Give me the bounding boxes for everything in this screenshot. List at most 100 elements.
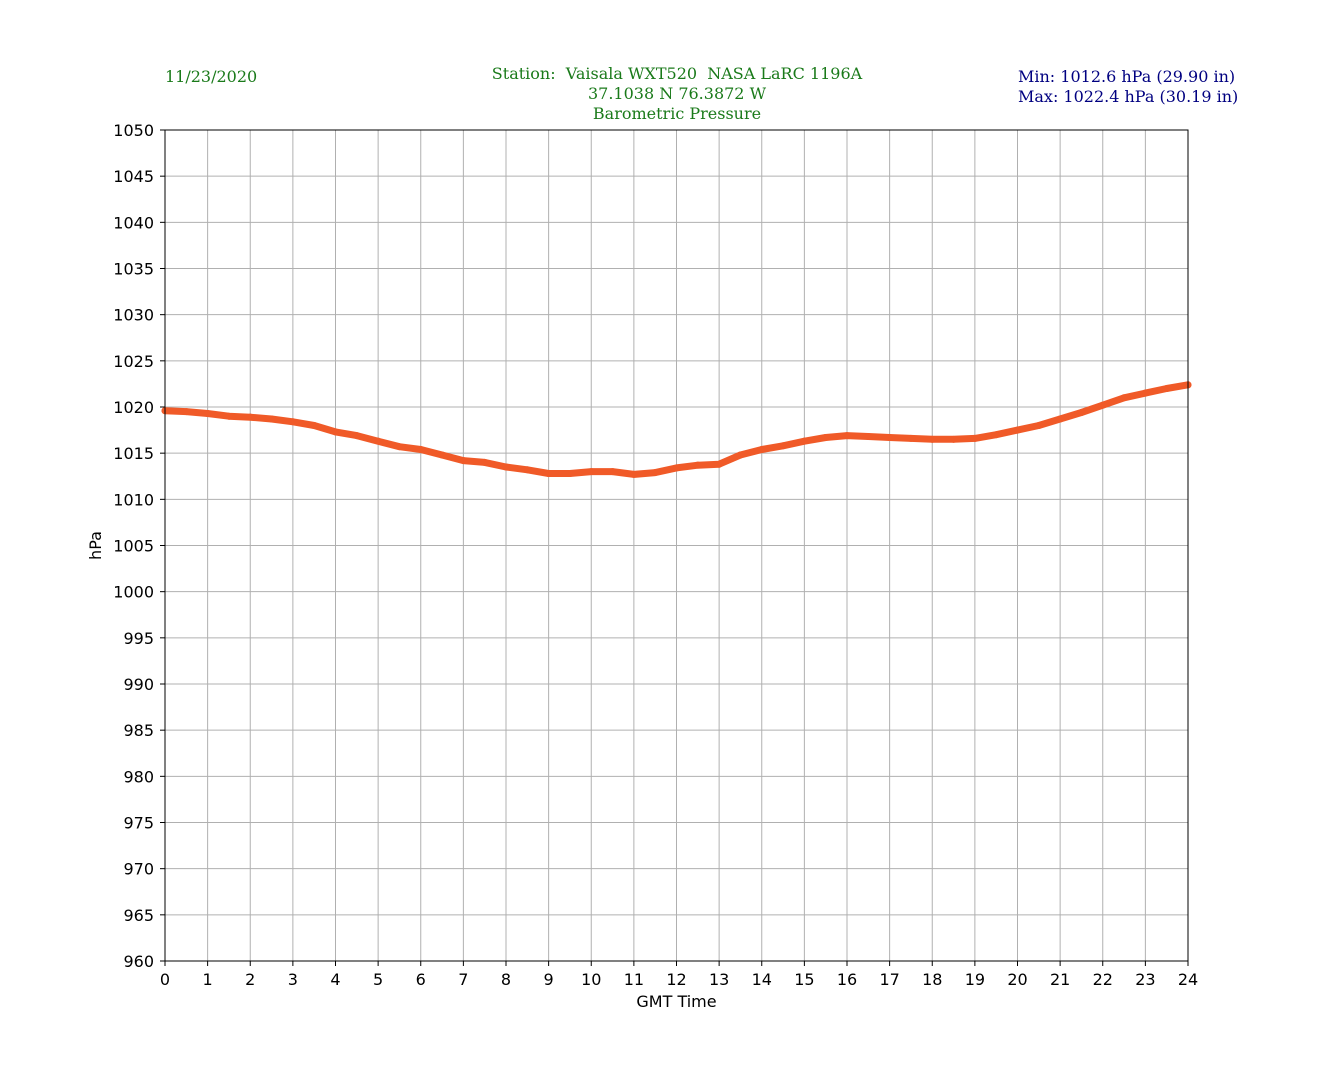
y-tick-label: 1045 (113, 167, 154, 186)
data-point (630, 470, 638, 478)
y-tick-label: 1005 (113, 537, 154, 556)
data-point (758, 445, 766, 453)
y-axis-ticks: 960 965 970 975 980 985 990 995 1000 1005 1010 1015… (113, 121, 165, 971)
x-tick-label: 3 (288, 970, 298, 989)
x-tick-label: 1 (203, 970, 213, 989)
data-point (225, 412, 233, 420)
data-point (694, 461, 702, 469)
data-point (950, 435, 958, 443)
x-tick-label: 12 (666, 970, 686, 989)
data-point (651, 469, 659, 477)
x-tick-label: 10 (581, 970, 601, 989)
data-point (395, 443, 403, 451)
y-tick-label: 990 (123, 675, 154, 694)
data-point (1035, 421, 1043, 429)
data-point (992, 431, 1000, 439)
data-point (587, 468, 595, 476)
data-point (971, 434, 979, 442)
data-point (673, 464, 680, 472)
min-value-text: Min: 1012.6 hPa (29.90 in) (1018, 67, 1236, 86)
y-tick-label: 965 (123, 906, 154, 925)
data-point (886, 433, 894, 441)
data-point (268, 415, 276, 423)
data-point (502, 463, 510, 471)
x-tick-label: 15 (794, 970, 814, 989)
data-point (481, 458, 489, 466)
grid-lines (164, 129, 1189, 962)
data-point (332, 428, 339, 436)
data-point (1120, 394, 1128, 402)
y-tick-label: 1015 (113, 444, 154, 463)
data-point (907, 434, 915, 442)
data-point (289, 418, 297, 426)
max-value-text: Max: 1022.4 hPa (30.19 in) (1018, 87, 1239, 106)
data-point (779, 442, 787, 450)
data-point (246, 413, 254, 421)
x-tick-label: 18 (922, 970, 942, 989)
x-tick-label: 22 (1093, 970, 1113, 989)
y-axis-label: hPa (86, 531, 105, 560)
x-tick-label: 0 (160, 970, 170, 989)
y-tick-label: 1035 (113, 260, 154, 279)
y-tick-label: 1025 (113, 352, 154, 371)
x-tick-label: 9 (544, 970, 554, 989)
data-point (843, 432, 851, 440)
x-tick-label: 5 (373, 970, 383, 989)
data-point (438, 451, 446, 459)
data-point (1077, 409, 1085, 417)
data-point (1099, 401, 1107, 409)
y-tick-label: 1000 (113, 583, 154, 602)
data-point (523, 466, 531, 474)
station-line: Station: Vaisala WXT520 NASA LaRC 1196A (491, 64, 863, 83)
x-tick-label: 14 (752, 970, 772, 989)
x-tick-label: 4 (330, 970, 340, 989)
y-tick-label: 1030 (113, 306, 154, 325)
data-point (1163, 385, 1171, 393)
coords-line: 37.1038 N 76.3872 W (587, 84, 767, 103)
data-point (715, 460, 723, 468)
data-point (545, 469, 553, 477)
x-tick-label: 16 (837, 970, 857, 989)
chart-title: Barometric Pressure (592, 104, 762, 123)
x-tick-label: 8 (501, 970, 511, 989)
data-point (800, 437, 808, 445)
y-tick-label: 980 (123, 767, 154, 786)
data-point (1014, 426, 1021, 434)
x-axis-label: GMT Time (636, 992, 716, 1011)
data-point (928, 435, 936, 443)
data-point (310, 421, 318, 429)
y-tick-label: 995 (123, 629, 154, 648)
data-point (353, 432, 361, 440)
x-tick-label: 19 (965, 970, 985, 989)
chart-title-block: Station: Vaisala WXT520 NASA LaRC 1196A … (492, 64, 862, 124)
data-point (1141, 389, 1149, 397)
data-point (822, 433, 830, 441)
y-tick-label: 1040 (113, 213, 154, 232)
x-tick-label: 7 (458, 970, 468, 989)
data-point (374, 437, 382, 445)
data-point (1056, 415, 1064, 423)
y-tick-label: 1020 (113, 398, 154, 417)
x-tick-label: 24 (1178, 970, 1198, 989)
x-tick-label: 11 (624, 970, 644, 989)
y-tick-label: 1050 (113, 121, 154, 140)
y-tick-label: 985 (123, 721, 154, 740)
data-point (182, 408, 190, 416)
data-point (609, 468, 617, 476)
x-axis-ticks: 0 1 2 3 4 5 6 7 8 9 10 11 12 13 14 15 16 17 18 19 20 21 22 23 24 (160, 961, 1198, 989)
x-tick-label: 20 (1007, 970, 1027, 989)
y-tick-label: 970 (123, 860, 154, 879)
x-tick-label: 23 (1135, 970, 1155, 989)
data-point (204, 409, 212, 417)
chart-date: 11/23/2020 (165, 67, 258, 86)
x-tick-label: 6 (416, 970, 426, 989)
x-tick-label: 21 (1050, 970, 1070, 989)
data-point (864, 433, 872, 441)
data-point (736, 451, 744, 459)
pressure-series (161, 381, 1192, 478)
y-tick-label: 975 (123, 814, 154, 833)
y-tick-label: 960 (123, 952, 154, 971)
x-tick-label: 17 (879, 970, 899, 989)
y-tick-label: 1010 (113, 490, 154, 509)
